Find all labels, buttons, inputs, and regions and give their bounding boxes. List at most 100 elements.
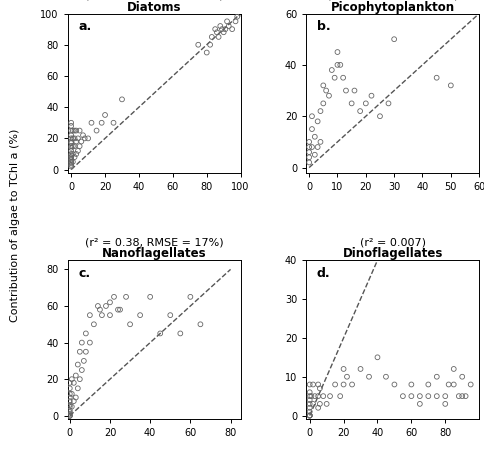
Point (90, 321, 98, 328)
Point (365, 373, 373, 380)
Point (390, 36, 398, 43)
Point (74, 147, 82, 154)
Point (340, 365, 348, 373)
Point (445, 381, 453, 388)
Point (433, 373, 440, 380)
Point (305, 154, 313, 161)
Point (316, 385, 324, 392)
Point (66, 401, 74, 409)
Point (67, 160, 75, 167)
Point (314, 392, 322, 400)
Point (68, 390, 76, 397)
Point (331, 381, 339, 388)
Point (66, 412, 74, 419)
Point (340, 381, 348, 388)
Point (73, 127, 80, 134)
Title: Nanoflagellates: Nanoflagellates (102, 247, 207, 260)
Point (74, 361, 82, 368)
Point (206, 41, 214, 48)
Point (462, 392, 469, 400)
Point (216, 23, 224, 30)
Point (106, 299, 114, 306)
Point (348, 381, 356, 388)
Point (308, 125, 316, 133)
Point (314, 404, 322, 411)
Point (101, 111, 109, 119)
Point (76, 376, 84, 383)
Point (69, 127, 77, 134)
Point (71, 143, 78, 150)
Point (93, 127, 101, 134)
Point (306, 412, 314, 419)
Point (314, 381, 322, 388)
Point (309, 400, 317, 408)
Point (441, 400, 449, 408)
Point (233, 13, 241, 20)
Point (67, 153, 75, 161)
Point (458, 392, 466, 400)
Point (325, 92, 333, 99)
Point (308, 113, 316, 120)
Point (186, 293, 194, 300)
Point (467, 381, 474, 388)
Point (74, 385, 82, 392)
Point (67, 143, 75, 150)
Point (424, 392, 432, 400)
Point (220, 29, 227, 36)
Point (136, 312, 144, 319)
Title: Picophytoplankton: Picophytoplankton (331, 0, 455, 14)
Point (110, 293, 118, 300)
Point (317, 107, 324, 115)
Point (441, 392, 449, 400)
Point (66, 409, 74, 416)
Point (67, 138, 75, 145)
Point (67, 150, 75, 157)
Point (79, 132, 87, 139)
Point (78, 339, 86, 346)
Point (447, 82, 454, 89)
Point (74, 135, 82, 142)
Point (195, 41, 202, 48)
Point (323, 400, 331, 408)
Point (67, 122, 75, 129)
Point (203, 49, 211, 56)
Point (424, 381, 432, 388)
Point (399, 392, 407, 400)
Point (416, 400, 424, 408)
Point (177, 330, 184, 337)
Point (328, 66, 336, 74)
Point (305, 159, 313, 166)
Point (306, 381, 314, 388)
Point (333, 61, 341, 69)
Point (66, 412, 74, 419)
Point (305, 148, 313, 156)
Text: c.: c. (78, 267, 90, 280)
Point (408, 381, 415, 388)
Point (67, 152, 75, 159)
Point (71, 127, 78, 134)
Point (77, 138, 85, 145)
Point (225, 23, 233, 30)
Point (67, 161, 75, 169)
Point (122, 293, 130, 300)
Point (84, 135, 92, 142)
Text: a.: a. (78, 20, 91, 33)
Point (307, 392, 315, 400)
Point (69, 150, 77, 157)
Point (306, 408, 314, 415)
Point (72, 394, 80, 401)
Point (306, 396, 314, 404)
Point (67, 135, 75, 142)
Point (339, 74, 347, 81)
Point (333, 48, 341, 55)
Point (306, 389, 314, 396)
Point (343, 373, 351, 380)
Point (342, 87, 350, 94)
Point (94, 302, 102, 309)
Point (66, 385, 74, 392)
Point (86, 339, 94, 346)
Point (326, 392, 334, 400)
Point (336, 392, 344, 400)
Point (69, 143, 77, 150)
Point (66, 407, 74, 414)
